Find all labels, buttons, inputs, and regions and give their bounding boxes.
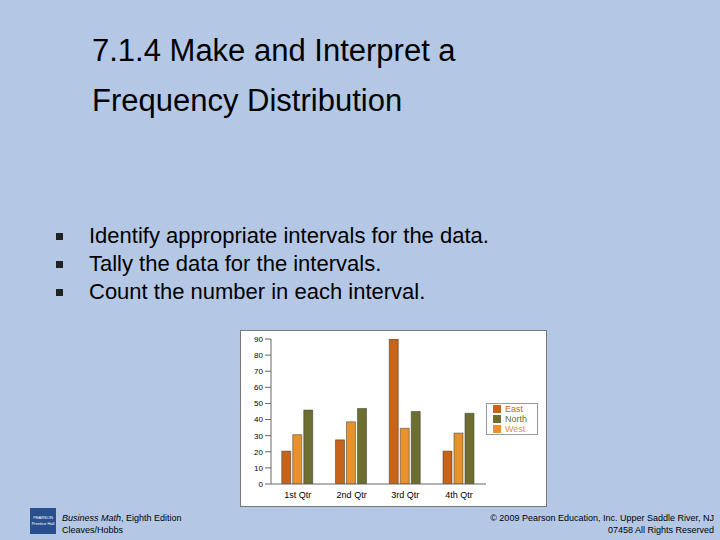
svg-text:20: 20 bbox=[254, 448, 263, 457]
html-text:7.1.4 Make and Interpret a: 7.1.4 Make and Interpret a bbox=[92, 33, 456, 68]
html-text:07458 All Rights Reserved: 07458 All Rights Reserved bbox=[607, 525, 714, 535]
svg-text:50: 50 bbox=[254, 399, 263, 408]
svg-text:3rd Qtr: 3rd Qtr bbox=[391, 490, 419, 500]
svg-text:70: 70 bbox=[254, 367, 263, 376]
html-text:Prentice Hall: Prentice Hall bbox=[31, 521, 55, 526]
html-text:Frequency Distribution: Frequency Distribution bbox=[92, 83, 403, 118]
html-text:East: East bbox=[505, 403, 523, 414]
html-text:West: West bbox=[505, 423, 526, 434]
svg-text:30: 30 bbox=[254, 432, 263, 441]
svg-text:80: 80 bbox=[254, 351, 263, 360]
svg-text:4th Qtr: 4th Qtr bbox=[445, 490, 473, 500]
svg-text:2nd Qtr: 2nd Qtr bbox=[337, 490, 367, 500]
html-text:Business Math, Eighth Edition: Business Math, Eighth Edition bbox=[62, 513, 182, 523]
html-text:Count the number in each inter: Count the number in each interval. bbox=[89, 279, 426, 304]
svg-text:60: 60 bbox=[254, 383, 263, 392]
html-text:Cleaves/Hobbs: Cleaves/Hobbs bbox=[62, 525, 123, 535]
html-text:© 2009 Pearson Education, Inc.: © 2009 Pearson Education, Inc. Upper Sad… bbox=[490, 513, 714, 523]
svg-text:0: 0 bbox=[259, 480, 264, 489]
html-text:Identify appropriate intervals: Identify appropriate intervals for the d… bbox=[89, 223, 489, 248]
html-text:PEARSON: PEARSON bbox=[33, 515, 53, 520]
svg-text:10: 10 bbox=[254, 464, 263, 473]
svg-text:90: 90 bbox=[254, 335, 263, 344]
html-text:North: North bbox=[505, 413, 527, 424]
html-text:Tally the data for the interva: Tally the data for the intervals. bbox=[89, 251, 382, 276]
svg-text:1st Qtr: 1st Qtr bbox=[284, 490, 311, 500]
svg-text:40: 40 bbox=[254, 415, 263, 424]
